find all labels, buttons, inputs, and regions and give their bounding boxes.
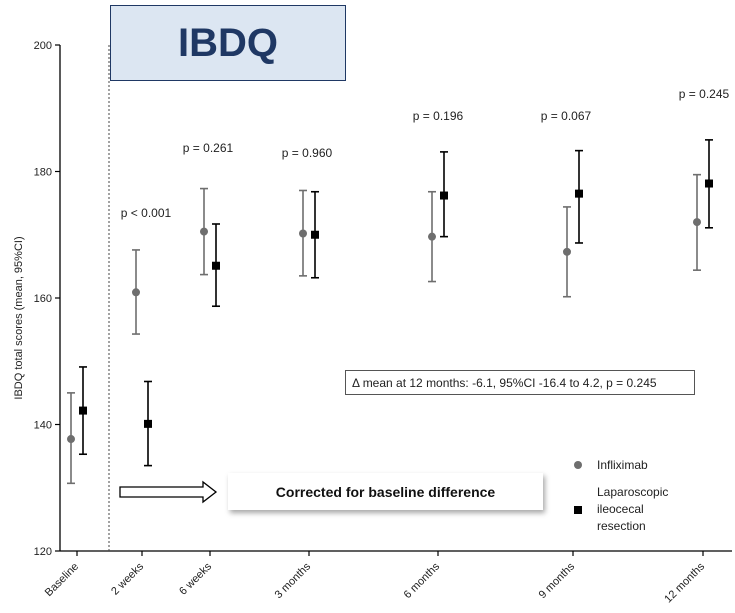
y-tick-label: 180 xyxy=(34,167,52,179)
x-tick-label: 6 weeks xyxy=(177,560,214,597)
p-value-labels: p < 0.001 p = 0.261 p = 0.960 p = 0.196 p = … xyxy=(121,87,730,220)
x-tick-label: 12 months xyxy=(662,560,707,605)
p-value-label: p < 0.001 xyxy=(121,206,172,220)
y-tick-label: 200 xyxy=(34,40,52,52)
infliximab-point xyxy=(563,247,571,256)
data-marks xyxy=(67,139,713,485)
p-value-label: p = 0.245 xyxy=(679,87,730,101)
y-tick-label: 160 xyxy=(34,293,52,305)
x-tick-label: 2 weeks xyxy=(109,560,146,597)
y-tick-label: 120 xyxy=(34,546,52,558)
infliximab-point xyxy=(693,218,701,227)
resection-point xyxy=(144,419,152,428)
x-tick-label: 6 months xyxy=(402,560,443,601)
legend-label-line: resection xyxy=(597,519,646,533)
resection-point xyxy=(79,406,87,415)
p-value-label: p = 0.067 xyxy=(541,109,592,123)
resection-point xyxy=(575,189,583,198)
p-value-label: p = 0.196 xyxy=(413,109,464,123)
chart-title: IBDQ xyxy=(110,5,346,81)
infliximab-point xyxy=(67,435,75,444)
legend-label-line: Laparoscopic xyxy=(597,485,668,499)
infliximab-point xyxy=(132,288,140,297)
p-value-label: p = 0.261 xyxy=(183,141,234,155)
legend-label-infliximab: Infliximab xyxy=(597,458,648,472)
legend: Infliximab Laparoscopic ileocecal resection xyxy=(574,458,668,533)
delta-annotation: Δ mean at 12 months: -6.1, 95%CI -16.4 t… xyxy=(345,370,695,395)
y-axis-label: IBDQ total scores (mean, 95%CI) xyxy=(13,236,25,399)
p-value-label: p = 0.960 xyxy=(282,146,333,160)
x-tick-label: 3 months xyxy=(273,560,314,601)
resection-point xyxy=(212,261,220,270)
y-tick-label: 140 xyxy=(34,420,52,432)
correction-arrow xyxy=(119,480,218,504)
infliximab-point xyxy=(200,227,208,236)
legend-label-line: ileocecal xyxy=(597,502,644,516)
correction-note: Corrected for baseline difference xyxy=(228,473,543,510)
legend-marker-resection xyxy=(574,506,582,514)
legend-marker-infliximab xyxy=(574,461,582,469)
resection-point xyxy=(311,230,319,239)
infliximab-point xyxy=(299,229,307,238)
legend-label-resection: Laparoscopic ileocecal resection xyxy=(597,485,668,533)
resection-point xyxy=(440,191,448,200)
resection-point xyxy=(705,179,713,188)
infliximab-point xyxy=(428,232,436,241)
x-tick-label: Baseline xyxy=(43,561,81,599)
x-tick-label: 9 months xyxy=(537,560,578,601)
